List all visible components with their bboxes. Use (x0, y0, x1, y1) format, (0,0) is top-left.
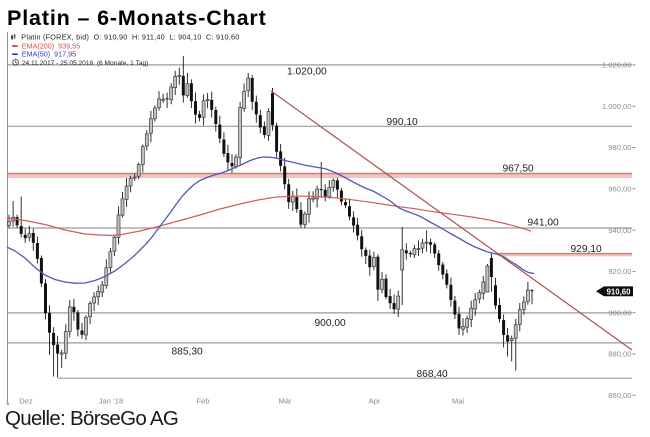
svg-text:860,00: 860,00 (608, 391, 631, 400)
svg-text:900,00: 900,00 (608, 308, 631, 317)
svg-text:980,00: 980,00 (608, 143, 631, 152)
svg-text:Apr: Apr (369, 397, 381, 406)
svg-text:Mai: Mai (452, 397, 465, 406)
svg-text:EMA(50) 917,95: EMA(50) 917,95 (22, 50, 76, 59)
svg-text:990,10: 990,10 (387, 117, 418, 128)
svg-text:929,10: 929,10 (571, 244, 602, 255)
svg-text:940,00: 940,00 (608, 226, 631, 235)
svg-text:1.000,00: 1.000,00 (602, 102, 632, 111)
svg-text:Mär: Mär (278, 397, 292, 406)
svg-text:920,00: 920,00 (608, 267, 631, 276)
svg-text:967,50: 967,50 (503, 163, 534, 174)
svg-text:960,00: 960,00 (608, 185, 631, 194)
svg-text:Jan ’18: Jan ’18 (99, 397, 124, 406)
svg-text:900,00: 900,00 (315, 318, 346, 329)
svg-text:941,00: 941,00 (528, 217, 559, 228)
svg-text:Feb: Feb (196, 397, 209, 406)
svg-text:1.020,00: 1.020,00 (287, 67, 327, 78)
svg-text:1.020,00: 1.020,00 (602, 61, 632, 70)
svg-text:Platin (FOREX, bid) O: 910,90: Platin (FOREX, bid) O: 910,90 H: 911,40 … (21, 32, 239, 41)
svg-text:Dez: Dez (19, 397, 33, 406)
svg-text:910,60: 910,60 (607, 287, 632, 296)
svg-text:885,30: 885,30 (172, 346, 203, 357)
svg-text:868,40: 868,40 (417, 369, 448, 380)
svg-text:EMA(200) 939,55: EMA(200) 939,55 (22, 41, 80, 50)
svg-text:24.11.2017 - 25.05.2018 (6 Mo: 24.11.2017 - 25.05.2018 (6 Monate, 1 Tag… (22, 60, 149, 67)
svg-text:880,00: 880,00 (608, 350, 631, 359)
